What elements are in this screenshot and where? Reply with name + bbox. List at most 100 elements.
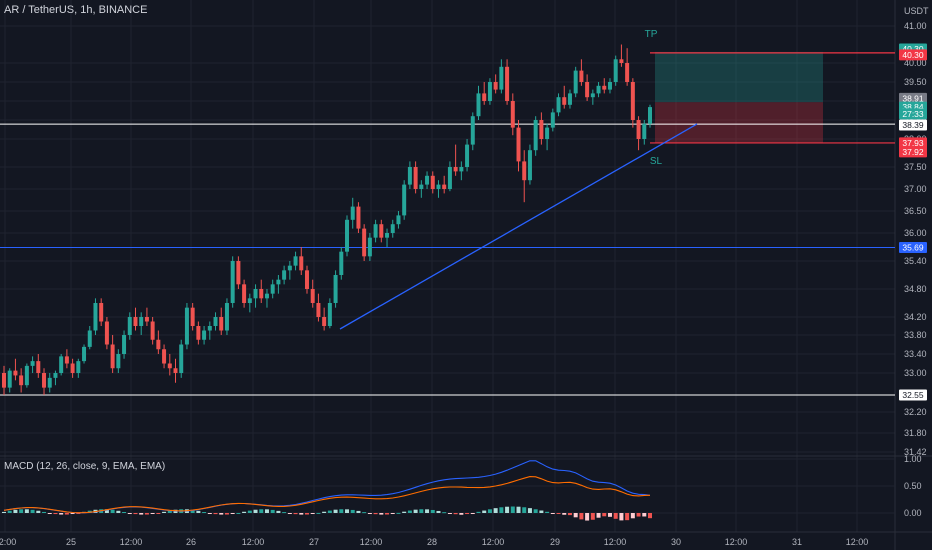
- price-badge-text: 32.55: [902, 390, 924, 400]
- macd-histogram-bar: [413, 509, 418, 513]
- price-tick-label: 39.50: [904, 77, 927, 87]
- time-tick-label: 30: [671, 537, 681, 547]
- candle-body: [430, 175, 435, 189]
- candle-body: [499, 66, 504, 90]
- candle-body: [447, 167, 452, 189]
- macd-histogram-bar: [436, 510, 441, 513]
- candle-body: [333, 275, 338, 303]
- time-tick-label: 25: [66, 537, 76, 547]
- macd-histogram-bar: [167, 510, 172, 513]
- macd-histogram-bar: [476, 511, 481, 513]
- macd-histogram-bar: [76, 513, 81, 514]
- macd-histogram-bar: [316, 512, 321, 514]
- candle-body: [425, 175, 430, 185]
- candle-body: [53, 373, 58, 378]
- macd-histogram-bar: [533, 509, 538, 513]
- price-badge-text: 38.39: [902, 120, 924, 130]
- tp-label: TP: [645, 29, 658, 40]
- price-badge-text: 38.84: [902, 102, 924, 112]
- macd-histogram-bar: [247, 510, 252, 513]
- candle-body: [264, 293, 269, 299]
- macd-histogram-bar: [270, 509, 275, 513]
- macd-histogram-bar: [379, 513, 384, 515]
- candle-body: [87, 330, 92, 347]
- macd-histogram-bar: [425, 509, 430, 513]
- candle-body: [527, 150, 532, 181]
- macd-histogram-bar: [276, 510, 281, 513]
- candle-body: [167, 363, 172, 369]
- price-tick-label: 31.42: [904, 447, 927, 457]
- macd-histogram-bar: [619, 513, 624, 521]
- symbol-title: AR / TetherUS, 1h, BINANCE: [4, 4, 148, 16]
- macd-histogram-bar: [47, 513, 52, 514]
- macd-histogram-bar: [585, 513, 590, 521]
- price-badge-text: 27:33: [902, 109, 924, 119]
- time-tick-label: 26: [186, 537, 196, 547]
- candle-body: [139, 317, 144, 326]
- candle-body: [2, 373, 6, 388]
- candle-body: [76, 361, 81, 373]
- candle-body: [122, 335, 127, 354]
- candle-body: [30, 361, 35, 366]
- candle-body: [127, 317, 132, 335]
- macd-histogram-bar: [648, 513, 652, 519]
- macd-histogram-bar: [64, 513, 69, 515]
- candle-body: [505, 66, 510, 101]
- candle-body: [322, 317, 327, 326]
- candle-body: [42, 373, 47, 388]
- candle-body: [150, 321, 155, 340]
- macd-histogram-bar: [53, 513, 58, 515]
- candle-body: [636, 120, 641, 139]
- macd-tick-label: 1.00: [904, 454, 922, 464]
- macd-tick-label: 0.00: [904, 508, 922, 518]
- candle-body: [144, 317, 149, 322]
- macd-histogram-bar: [567, 513, 572, 516]
- macd-histogram-bar: [259, 509, 264, 513]
- macd-histogram-bar: [447, 513, 452, 514]
- macd-histogram-bar: [59, 513, 64, 515]
- time-tick-label: 31: [792, 537, 802, 547]
- candle-body: [373, 224, 378, 238]
- macd-histogram-bar: [625, 513, 630, 521]
- macd-histogram-bar: [19, 509, 24, 513]
- price-badge: [899, 49, 927, 61]
- macd-histogram-bar: [630, 513, 635, 519]
- time-tick-label: 29: [550, 537, 560, 547]
- candle-body: [539, 120, 544, 139]
- candle-body: [70, 363, 75, 373]
- price-badge-text: 35.69: [902, 242, 924, 252]
- macd-histogram-bar: [539, 510, 544, 513]
- candle-body: [379, 224, 384, 238]
- candle-body: [162, 349, 167, 364]
- macd-histogram-bar: [202, 512, 207, 514]
- candle-body: [116, 354, 121, 369]
- macd-histogram-bar: [293, 513, 298, 515]
- candle-body: [224, 303, 229, 331]
- price-tick-label: 34.80: [904, 284, 927, 294]
- candle-body: [259, 289, 264, 299]
- candle-body: [367, 237, 372, 257]
- candle-body: [407, 167, 412, 185]
- macd-histogram-bar: [465, 513, 470, 515]
- candle-body: [567, 93, 572, 105]
- candle-body: [516, 127, 521, 162]
- candle-body: [219, 317, 224, 331]
- candle-body: [64, 356, 69, 364]
- candle-body: [533, 120, 538, 151]
- macd-histogram-bar: [30, 509, 35, 513]
- macd-histogram-bar: [110, 509, 115, 513]
- macd-histogram-bar: [482, 510, 487, 513]
- price-badge-text: 37.92: [902, 147, 924, 157]
- candle-body: [59, 356, 64, 373]
- candle-body: [327, 303, 332, 326]
- candle-body: [133, 317, 138, 326]
- candle-body: [556, 97, 561, 113]
- candle-body: [362, 228, 367, 257]
- candle-body: [493, 82, 498, 90]
- macd-histogram-bar: [527, 508, 532, 513]
- macd-histogram-bar: [636, 513, 641, 517]
- candle-body: [253, 289, 258, 299]
- candle-body: [82, 346, 87, 362]
- price-tick-label: 36.50: [904, 206, 927, 216]
